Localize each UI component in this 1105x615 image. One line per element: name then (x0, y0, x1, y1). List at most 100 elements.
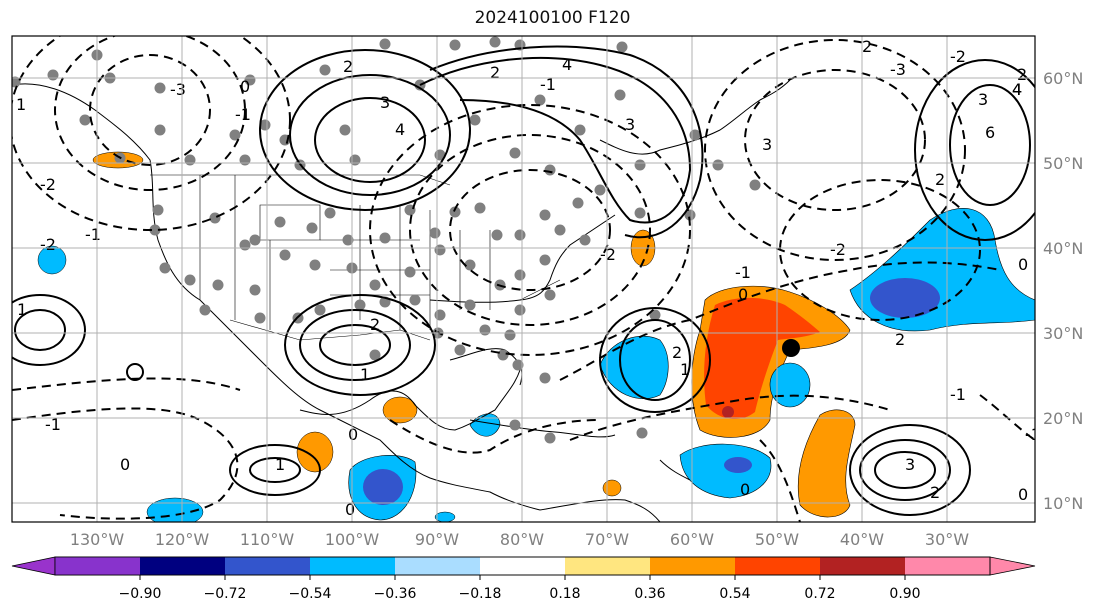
contour-label: 0 (120, 455, 130, 474)
lon-label: 100°W (325, 530, 380, 549)
negative-anomaly-region (769, 362, 811, 408)
colorbar: −0.90 −0.72 −0.54 −0.36 −0.18 0.18 0.36 … (11, 556, 1036, 602)
lon-label: 40°W (840, 530, 884, 549)
longitude-labels: 130°W 120°W 110°W 100°W 90°W 80°W 70°W 6… (70, 530, 969, 549)
contour-label: -2 (600, 245, 616, 264)
negative-anomaly-region (37, 245, 67, 275)
colorbar-segment (905, 557, 990, 575)
colorbar-segment (310, 557, 395, 575)
contour-label: -1 (235, 105, 251, 124)
contour-label: 2 (343, 57, 353, 76)
colorbar-segment (735, 557, 820, 575)
contour-label: 6 (985, 123, 995, 142)
strong-negative-anomaly-region (363, 469, 403, 505)
contour-label: 2 (490, 63, 500, 82)
contour-label: 2 (935, 170, 945, 189)
colorbar-ticks (139, 575, 906, 580)
colorbar-segment (480, 557, 565, 575)
lon-label: 60°W (670, 530, 714, 549)
contour-label: -2 (950, 47, 966, 66)
graticule (12, 36, 1035, 522)
contour-label: 4 (1012, 80, 1022, 99)
contour-label: 2 (370, 315, 380, 334)
colorbar-segment (820, 557, 905, 575)
contour-label: -2 (40, 175, 56, 194)
colorbar-tick-label: 0.18 (549, 586, 580, 602)
lon-label: 130°W (70, 530, 125, 549)
contour-label: 4 (1012, 80, 1022, 99)
lon-label: 90°W (415, 530, 459, 549)
lon-label: 110°W (240, 530, 295, 549)
colorbar-segment (565, 557, 650, 575)
map-title: 2024100100 F120 (474, 8, 631, 28)
contour-label: -1 (1025, 425, 1041, 444)
contour-label: 0 (738, 285, 748, 304)
positive-anomaly-region (602, 479, 622, 497)
colorbar-tick-label: −0.54 (289, 586, 332, 602)
contour-label: 2 (895, 330, 905, 349)
colorbar-segment (225, 557, 310, 575)
lat-label: 50°N (1043, 154, 1083, 173)
lon-label: 80°W (500, 530, 544, 549)
contour-label: 2 (930, 483, 940, 502)
contour-label: -3 (890, 60, 906, 79)
contour-label: 3 (762, 135, 772, 154)
colorbar-max-extension (989, 556, 1036, 576)
contour-label: 2 (1017, 65, 1027, 84)
contour-label: 1 (680, 360, 690, 379)
strong-negative-anomaly-region (870, 278, 940, 318)
contour-labels: 2 3 4 2 3 4 2 3 4 0 -1 -2 -3 0 -1 -2 -3 … (16, 37, 1041, 519)
colorbar-min-extension (11, 556, 56, 576)
contour-label: 4 (395, 120, 405, 139)
positive-contours (12, 45, 1035, 516)
negative-contours (12, 36, 1035, 522)
anomaly-shading (37, 151, 1035, 522)
colorbar-tick-label: −0.90 (119, 586, 162, 602)
contour-label: 2 (672, 343, 682, 362)
contour-label: -1 (540, 75, 556, 94)
map-frame (11, 35, 1036, 523)
contour-label: 0 (1018, 485, 1028, 504)
negative-anomaly-region (679, 443, 772, 499)
contour-label: 3 (978, 90, 988, 109)
contour-label: -1 (950, 385, 966, 404)
contour-label: 3 (905, 455, 915, 474)
strong-positive-anomaly-region (704, 297, 820, 420)
contour-label: 0 (348, 425, 358, 444)
contour-label: 0 (740, 480, 750, 499)
positive-anomaly-region (296, 431, 334, 473)
colorbar-tick-label: 0.90 (889, 586, 920, 602)
negative-anomaly-region (434, 511, 456, 522)
contour-label: 4 (562, 55, 572, 74)
colorbar-tick-label: 0.36 (634, 586, 665, 602)
contour-label: 1 (360, 365, 370, 384)
colorbar-segment (650, 557, 735, 575)
colorbar-segment (395, 557, 480, 575)
storm-center-marker (782, 339, 800, 357)
contour-label: -2 (40, 235, 56, 254)
lat-label: 60°N (1043, 69, 1083, 88)
station-markers (12, 36, 761, 444)
lat-label: 30°N (1043, 324, 1083, 343)
colorbar-tick-label: −0.36 (374, 586, 417, 602)
contour-label: -2 (830, 240, 846, 259)
contour-label: 1 (275, 455, 285, 474)
contour-label: 0 (345, 500, 355, 519)
colorbar-tick-label: −0.72 (204, 586, 247, 602)
positive-anomaly-region (382, 396, 418, 424)
lat-label: 10°N (1043, 494, 1083, 513)
strong-negative-anomaly-region (724, 457, 752, 473)
lon-label: 120°W (155, 530, 210, 549)
contour-label: 0 (1018, 255, 1028, 274)
contour-label: -1 (85, 225, 101, 244)
contour-label: 3 (380, 93, 390, 112)
colorbar-tick-label: −0.18 (459, 586, 502, 602)
contour-label: 3 (625, 115, 635, 134)
latitude-labels: 60°N 50°N 40°N 30°N 20°N 10°N (1043, 69, 1083, 513)
colorbar-tick-label: 0.54 (719, 586, 750, 602)
contour-label: -3 (170, 80, 186, 99)
contour-label: 0 (240, 77, 250, 96)
lat-label: 20°N (1043, 409, 1083, 428)
lon-label: 50°W (755, 530, 799, 549)
